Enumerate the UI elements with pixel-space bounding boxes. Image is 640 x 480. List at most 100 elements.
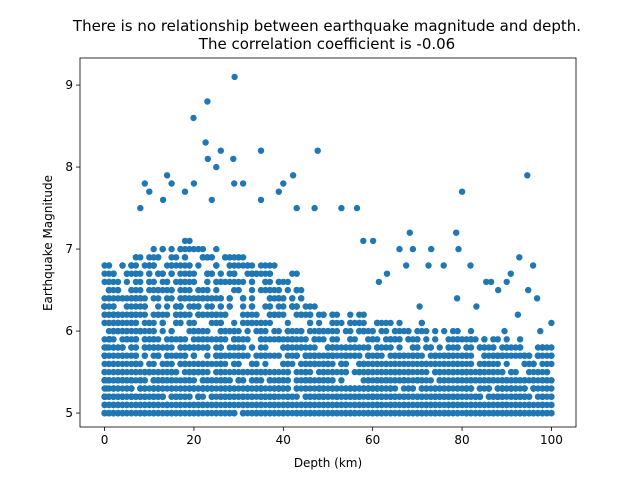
data-point — [494, 352, 501, 359]
data-point — [204, 401, 211, 409]
data-point — [213, 401, 220, 409]
data-point — [137, 368, 144, 376]
data-point — [400, 368, 408, 376]
data-point — [449, 409, 457, 417]
x-tick-label: 80 — [454, 433, 469, 447]
data-point — [186, 237, 193, 245]
data-point — [119, 311, 126, 318]
data-point — [217, 393, 224, 400]
data-point — [123, 336, 131, 343]
data-point — [458, 336, 466, 343]
data-point — [458, 368, 466, 376]
data-point — [548, 409, 555, 417]
data-point — [458, 385, 466, 392]
data-point — [548, 401, 555, 409]
data-point — [137, 204, 144, 212]
data-point — [418, 319, 425, 327]
data-point — [208, 311, 215, 318]
data-point — [239, 344, 247, 351]
data-point — [128, 311, 135, 318]
data-point — [199, 385, 207, 392]
data-point — [548, 393, 555, 400]
data-point — [199, 245, 207, 253]
data-point — [342, 368, 350, 376]
data-point — [172, 401, 180, 409]
data-point — [114, 377, 122, 384]
data-point — [150, 360, 157, 368]
data-point — [114, 393, 122, 400]
data-point — [137, 278, 144, 286]
data-point — [208, 295, 215, 302]
data-point — [226, 377, 233, 384]
data-point — [525, 368, 533, 376]
data-point — [262, 278, 269, 286]
data-point — [548, 352, 555, 359]
data-point — [262, 286, 269, 294]
data-point — [476, 368, 484, 376]
data-point — [365, 352, 372, 359]
data-point — [123, 295, 131, 302]
data-point — [119, 409, 126, 417]
data-point — [298, 286, 305, 294]
data-point — [351, 336, 358, 343]
data-point — [186, 393, 193, 400]
data-point — [347, 401, 354, 409]
data-point — [472, 336, 479, 343]
data-point — [387, 368, 394, 376]
data-point — [177, 385, 184, 392]
data-point — [445, 393, 452, 400]
data-point — [427, 393, 434, 400]
data-point — [195, 295, 202, 302]
data-point — [110, 360, 117, 368]
data-point — [168, 245, 175, 253]
data-point — [159, 278, 166, 286]
data-point — [168, 409, 175, 417]
data-point — [150, 352, 157, 359]
data-point — [262, 262, 269, 269]
data-point — [141, 409, 148, 417]
data-point — [235, 344, 242, 351]
data-point — [172, 368, 180, 376]
data-point — [110, 327, 117, 335]
x-tick-label: 20 — [186, 433, 201, 447]
data-point — [137, 254, 144, 261]
data-point — [525, 409, 533, 417]
data-point — [132, 319, 140, 327]
data-point — [190, 319, 198, 327]
data-point — [257, 147, 265, 154]
data-point — [110, 303, 117, 310]
data-point — [190, 368, 198, 376]
data-point — [177, 311, 184, 318]
data-point — [472, 368, 479, 376]
data-point — [177, 377, 184, 384]
data-point — [105, 270, 113, 277]
data-point — [222, 352, 229, 359]
data-point — [548, 344, 555, 351]
data-point — [427, 409, 434, 417]
data-point — [333, 352, 341, 359]
data-point — [324, 360, 332, 368]
data-point — [329, 401, 336, 409]
data-point — [320, 352, 327, 359]
data-point — [360, 401, 367, 409]
data-point — [298, 368, 305, 376]
data-point — [499, 352, 506, 359]
data-point — [163, 360, 171, 368]
data-point — [403, 262, 410, 269]
data-point — [405, 377, 412, 384]
data-point — [436, 352, 443, 359]
data-point — [396, 344, 403, 351]
data-point — [516, 385, 524, 392]
data-point — [391, 409, 399, 417]
data-point — [239, 180, 247, 187]
data-point — [315, 393, 323, 400]
data-point — [141, 352, 148, 359]
data-point — [449, 344, 457, 351]
data-point — [195, 385, 202, 392]
data-point — [110, 344, 117, 351]
data-point — [163, 401, 171, 409]
data-point — [213, 385, 220, 392]
data-point — [494, 377, 501, 384]
data-point — [516, 393, 524, 400]
